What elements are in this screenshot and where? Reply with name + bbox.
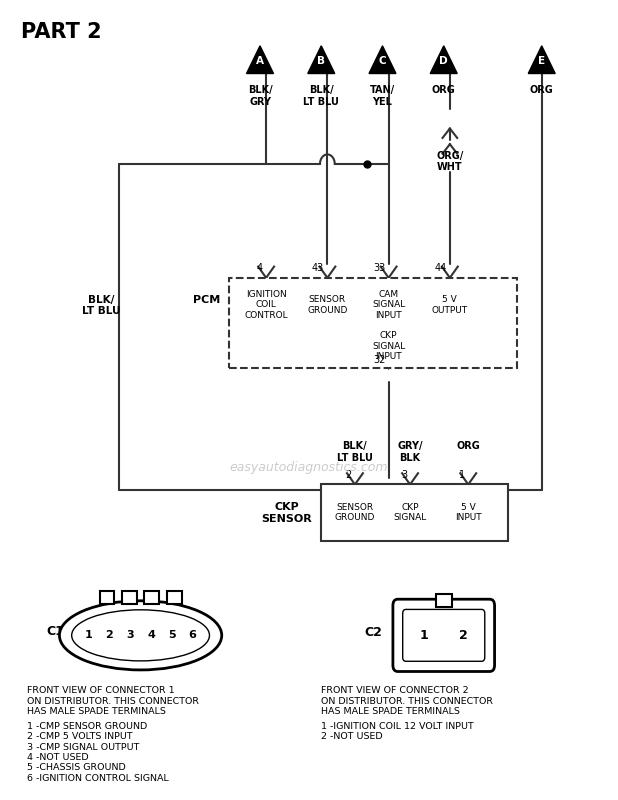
Text: FRONT VIEW OF CONNECTOR 2
ON DISTRIBUTOR. THIS CONNECTOR
HAS MALE SPADE TERMINAL: FRONT VIEW OF CONNECTOR 2 ON DISTRIBUTOR… <box>321 686 493 716</box>
Text: 6: 6 <box>188 630 197 640</box>
Text: 5 V
OUTPUT: 5 V OUTPUT <box>432 295 468 314</box>
Text: BLK/
GRY: BLK/ GRY <box>248 86 273 107</box>
Text: CAM
SIGNAL
INPUT: CAM SIGNAL INPUT <box>372 290 405 320</box>
Text: easyautodiagnostics.com: easyautodiagnostics.com <box>230 462 388 474</box>
Text: BLK/
LT BLU: BLK/ LT BLU <box>82 294 120 316</box>
Text: 1: 1 <box>459 470 465 480</box>
Text: TAN/
YEL: TAN/ YEL <box>370 86 395 107</box>
Bar <box>167 591 182 604</box>
FancyBboxPatch shape <box>321 485 508 541</box>
Ellipse shape <box>59 601 222 670</box>
Text: CKP
SIGNAL
INPUT: CKP SIGNAL INPUT <box>372 331 405 361</box>
Text: B: B <box>317 56 325 66</box>
Text: IGNITION
COIL
CONTROL: IGNITION COIL CONTROL <box>244 290 288 320</box>
Polygon shape <box>308 46 335 74</box>
Text: 2: 2 <box>106 630 113 640</box>
Text: 43: 43 <box>312 263 324 273</box>
Text: PART 2: PART 2 <box>21 22 102 42</box>
Text: 5: 5 <box>168 630 176 640</box>
Text: 3: 3 <box>401 470 407 480</box>
Text: 1 -IGNITION COIL 12 VOLT INPUT
2 -NOT USED: 1 -IGNITION COIL 12 VOLT INPUT 2 -NOT US… <box>321 722 474 741</box>
Text: A: A <box>256 56 264 66</box>
Text: CKP
SIGNAL: CKP SIGNAL <box>394 503 426 522</box>
Text: CKP
SENSOR: CKP SENSOR <box>261 502 312 523</box>
Text: 3: 3 <box>126 630 134 640</box>
Bar <box>122 591 137 604</box>
Text: GRY/
BLK: GRY/ BLK <box>397 442 423 463</box>
Text: 5 V
INPUT: 5 V INPUT <box>455 503 481 522</box>
Polygon shape <box>430 46 457 74</box>
Text: SENSOR
GROUND: SENSOR GROUND <box>335 503 375 522</box>
Text: BLK/
LT BLU: BLK/ LT BLU <box>303 86 339 107</box>
Text: FRONT VIEW OF CONNECTOR 1
ON DISTRIBUTOR. THIS CONNECTOR
HAS MALE SPADE TERMINAL: FRONT VIEW OF CONNECTOR 1 ON DISTRIBUTOR… <box>27 686 199 716</box>
Text: ORG: ORG <box>456 442 480 451</box>
Text: 1: 1 <box>420 629 428 642</box>
Text: D: D <box>439 56 448 66</box>
Text: ORG: ORG <box>432 86 455 95</box>
Text: 2: 2 <box>459 629 468 642</box>
Text: C2: C2 <box>365 626 383 639</box>
Polygon shape <box>528 46 555 74</box>
Text: 4: 4 <box>147 630 155 640</box>
FancyBboxPatch shape <box>393 599 494 671</box>
Text: ORG: ORG <box>530 86 554 95</box>
Text: SENSOR
GROUND: SENSOR GROUND <box>307 295 347 314</box>
Polygon shape <box>369 46 396 74</box>
Text: 2: 2 <box>345 470 352 480</box>
Text: ORG/
WHT: ORG/ WHT <box>436 150 464 172</box>
FancyBboxPatch shape <box>403 610 485 662</box>
Text: 32: 32 <box>373 355 386 365</box>
Bar <box>436 594 452 607</box>
Text: PCM: PCM <box>193 295 220 306</box>
Text: 33: 33 <box>373 263 386 273</box>
Bar <box>99 591 114 604</box>
Text: BLK/
LT BLU: BLK/ LT BLU <box>337 442 373 463</box>
Text: 1: 1 <box>85 630 93 640</box>
Text: 4: 4 <box>257 263 263 273</box>
Text: C1: C1 <box>46 625 64 638</box>
FancyBboxPatch shape <box>229 278 517 368</box>
Text: 1 -CMP SENSOR GROUND
2 -CMP 5 VOLTS INPUT
3 -CMP SIGNAL OUTPUT
4 -NOT USED
5 -CH: 1 -CMP SENSOR GROUND 2 -CMP 5 VOLTS INPU… <box>27 722 169 782</box>
Polygon shape <box>247 46 274 74</box>
Text: E: E <box>538 56 545 66</box>
Text: C: C <box>379 56 386 66</box>
Bar <box>144 591 159 604</box>
Text: 44: 44 <box>434 263 447 273</box>
Ellipse shape <box>72 610 210 661</box>
